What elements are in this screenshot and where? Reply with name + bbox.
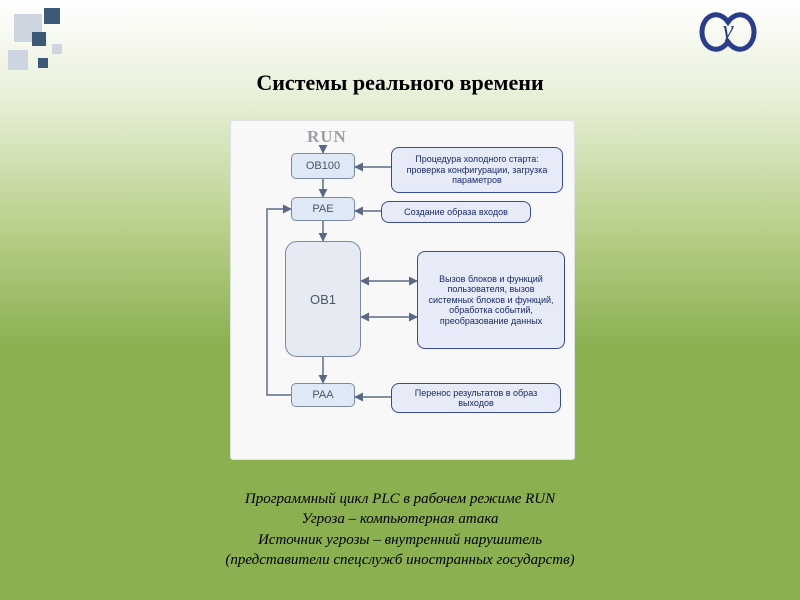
desc-pae: Создание образа входов xyxy=(381,201,531,223)
desc-ob100: Процедура холодного старта: проверка кон… xyxy=(391,147,563,193)
gamma-logo: γ xyxy=(696,6,760,63)
caption-line-0: Программный цикл PLC в рабочем режиме RU… xyxy=(0,489,800,509)
node-ob100: OB100 xyxy=(291,153,355,179)
page-title-text: Системы реального времени xyxy=(256,70,543,95)
svg-text:γ: γ xyxy=(723,15,734,44)
page-title: Системы реального времени xyxy=(0,70,800,96)
caption-line-2: Источник угрозы – внутренний нарушитель xyxy=(0,530,800,550)
plc-cycle-diagram: RUN OB100 PAE OB1 PAA Процедура холодного ст… xyxy=(230,120,575,460)
node-paa: PAA xyxy=(291,383,355,407)
run-label: RUN xyxy=(307,127,347,147)
caption-line-3: (представители спецслужб иностранных гос… xyxy=(0,550,800,570)
caption-block: Программный цикл PLC в рабочем режиме RU… xyxy=(0,489,800,570)
node-ob1: OB1 xyxy=(285,241,361,357)
desc-paa: Перенос результатов в образ выходов xyxy=(391,383,561,413)
caption-line-1: Угроза – компьютерная атака xyxy=(0,509,800,529)
node-pae: PAE xyxy=(291,197,355,221)
desc-ob1: Вызов блоков и функций пользователя, выз… xyxy=(417,251,565,349)
